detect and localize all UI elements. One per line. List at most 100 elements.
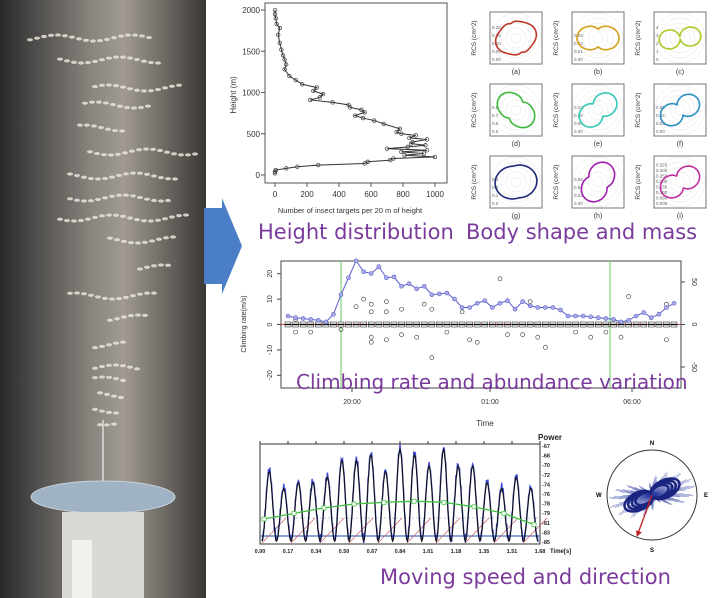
- specimen: [120, 378, 126, 382]
- ramp-line: [319, 517, 345, 544]
- outlier-point: [361, 296, 366, 302]
- polar-grid-ring: [505, 99, 527, 121]
- rcs-pattern-curve: [659, 165, 701, 199]
- panel-label: (d): [512, 141, 521, 148]
- specimen: [67, 291, 73, 295]
- outlier-point: [293, 329, 298, 335]
- outlier-point: [368, 301, 374, 307]
- trend-point: [441, 499, 447, 505]
- data-point: [293, 77, 298, 83]
- x-tick-label: 01:00: [481, 399, 499, 406]
- y-tick-label: -72: [542, 473, 550, 479]
- specimen: [130, 294, 136, 298]
- specimen: [95, 177, 101, 181]
- abundance-point: [399, 283, 404, 289]
- specimen: [137, 195, 143, 200]
- specimen: [106, 363, 112, 367]
- specimen: [130, 171, 136, 175]
- tick-label: 0.04: [574, 121, 583, 126]
- specimen: [110, 102, 116, 107]
- specimen: [81, 292, 87, 296]
- specimen: [104, 392, 110, 396]
- outlier-point: [338, 327, 344, 332]
- abundance-point: [300, 316, 306, 321]
- specimen: [165, 177, 171, 181]
- outlier-point: [399, 332, 404, 337]
- specimen: [130, 194, 136, 198]
- specimen: [162, 217, 168, 221]
- tick-label: 0.02: [656, 121, 665, 126]
- outlier-point: [384, 337, 389, 343]
- x-tick-label: 0.00: [255, 549, 266, 555]
- specimen: [34, 36, 40, 40]
- data-point: [399, 149, 404, 155]
- trend-point: [351, 501, 357, 507]
- ramp-line: [406, 517, 432, 544]
- rcs-pattern-curve: [494, 20, 538, 56]
- specimen: [134, 57, 140, 62]
- specimen: [155, 61, 161, 65]
- outlier-point: [368, 334, 374, 340]
- outlier-point: [421, 301, 427, 307]
- x-tick-label: 1.51: [507, 549, 518, 555]
- x-tick-label: 1000: [426, 190, 444, 199]
- specimen: [117, 104, 123, 108]
- y-tick-label: -70: [542, 463, 550, 469]
- trend-line: [263, 500, 535, 526]
- x-tick-label: 200: [300, 190, 314, 199]
- specimen: [82, 101, 88, 105]
- outlier-point: [414, 334, 419, 340]
- specimen: [94, 151, 100, 156]
- specimen: [88, 176, 94, 181]
- trend-point: [261, 516, 267, 522]
- specimen: [97, 39, 103, 43]
- specimen: [185, 153, 191, 157]
- specimen: [105, 127, 111, 131]
- abundance-point: [603, 316, 609, 321]
- x-tick-label: 400: [332, 190, 346, 199]
- turntable-disc: [30, 480, 176, 514]
- specimen: [131, 106, 137, 110]
- data-point: [284, 166, 289, 171]
- polar-grid-ring: [572, 84, 624, 136]
- abundance-point: [482, 298, 488, 304]
- outlier-point: [368, 309, 374, 315]
- specimen: [146, 35, 152, 40]
- specimen: [144, 197, 150, 201]
- abundance-point: [550, 305, 556, 310]
- specimen: [92, 407, 98, 411]
- specimen: [172, 177, 178, 181]
- insect-photo: [0, 0, 206, 598]
- x-tick-label: 0.34: [311, 549, 323, 555]
- abundance-point: [611, 317, 616, 322]
- y-axis-label: RCS (cm^2): [471, 92, 478, 127]
- specimen: [129, 149, 135, 153]
- caption-height-distribution: Height distribution: [258, 220, 454, 244]
- abundance-point: [633, 313, 639, 319]
- specimen: [85, 217, 91, 221]
- abundance-point: [459, 305, 465, 310]
- data-point: [317, 95, 322, 100]
- tick-label: 0.00: [574, 201, 583, 206]
- abundance-point: [512, 306, 518, 312]
- panel-label: (e): [594, 141, 603, 148]
- data-point: [284, 62, 289, 67]
- rcs-panel-e: RCS (cm^2)0.000.040.080.12(e): [553, 83, 625, 148]
- tick-label: 0.20: [492, 25, 501, 30]
- specimen: [99, 375, 105, 379]
- polar-grid-ring: [495, 89, 537, 131]
- specimen: [128, 241, 134, 245]
- panel-frame: [571, 11, 625, 65]
- tick-label: 0.03: [574, 33, 583, 38]
- y-tick-label: -20: [267, 370, 274, 380]
- data-point: [316, 162, 321, 168]
- specimen: [123, 193, 129, 197]
- abundance-point: [527, 303, 533, 309]
- specimen: [95, 197, 101, 202]
- abundance-point: [308, 317, 314, 322]
- outlier-point: [368, 339, 374, 345]
- polar-grid-ring: [577, 161, 619, 203]
- polar-grid-ring: [664, 166, 696, 198]
- polar-grid-ring: [669, 171, 691, 193]
- specimen: [92, 59, 98, 64]
